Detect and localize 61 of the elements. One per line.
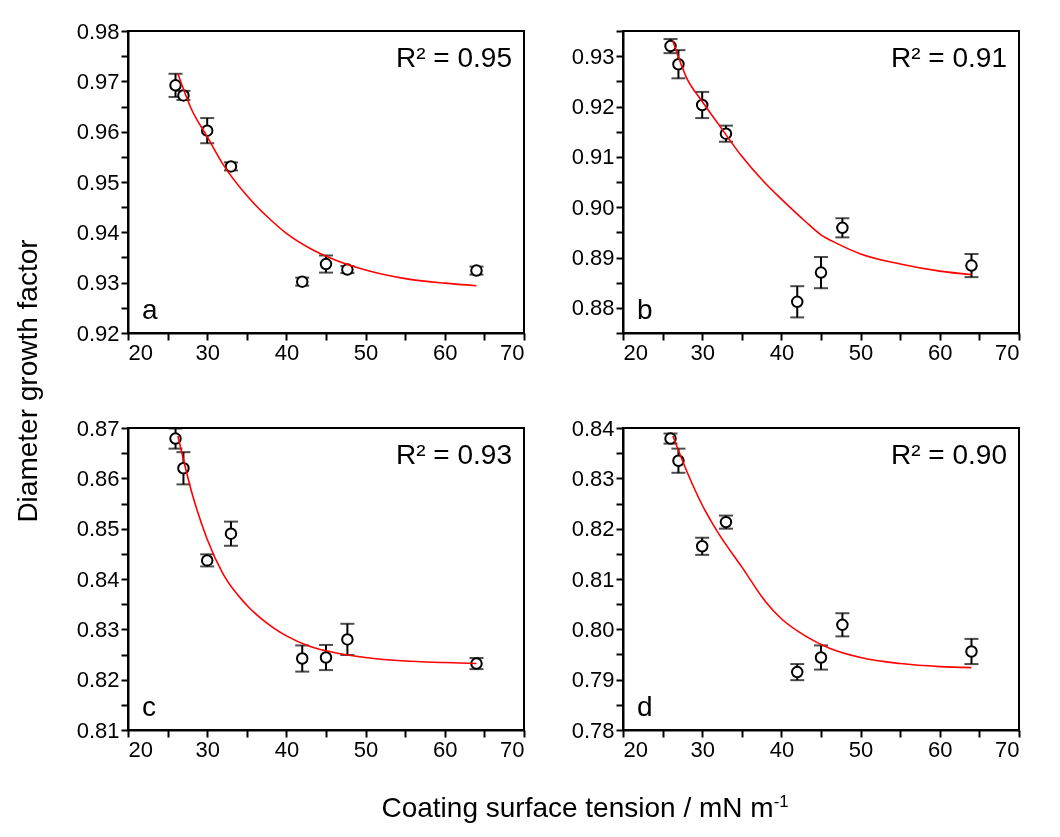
- annotation: c: [142, 691, 156, 722]
- y-tick-label: 0.86: [76, 465, 120, 491]
- x-tick-label: 20: [128, 339, 153, 365]
- y-tick-label: 0.93: [76, 270, 120, 296]
- x-tick-label: 30: [195, 736, 220, 762]
- x-tick-label: 40: [769, 736, 795, 762]
- x-tick-label: 50: [848, 339, 874, 365]
- x-tick-label: 60: [433, 736, 458, 762]
- x-tick-label: 50: [848, 736, 874, 762]
- y-tick-label: 0.87: [76, 415, 120, 441]
- y-tick-label: 0.82: [571, 516, 615, 542]
- x-tick-label: 20: [623, 339, 648, 365]
- x-tick-label: 70: [995, 736, 1020, 762]
- y-tick-label: 0.90: [571, 194, 615, 220]
- y-tick-label: 0.98: [76, 18, 120, 44]
- y-tick-label: 0.83: [76, 616, 120, 642]
- x-tick-label: 60: [928, 339, 953, 365]
- y-tick-label: 0.89: [571, 245, 615, 270]
- y-tick-label: 0.84: [76, 566, 120, 592]
- annotation: R² = 0.91: [891, 42, 1007, 73]
- y-tick-label: 0.95: [76, 169, 120, 195]
- x-tick-label: 20: [623, 736, 648, 762]
- x-tick-label: 30: [690, 339, 715, 365]
- y-tick-label: 0.97: [76, 68, 120, 94]
- x-tick-label: 40: [769, 339, 795, 365]
- y-tick-label: 0.78: [571, 717, 615, 743]
- y-tick-label: 0.84: [571, 415, 615, 441]
- x-axis-title: Coating surface tension / mN m$^{-1}$: [381, 791, 789, 825]
- annotation: R² = 0.93: [396, 439, 512, 470]
- y-tick-label: 0.94: [76, 219, 120, 245]
- annotation: R² = 0.95: [396, 42, 512, 73]
- y-tick-label: 0.81: [76, 717, 120, 743]
- y-tick-label: 0.92: [571, 94, 615, 119]
- x-tick-label: 70: [500, 339, 525, 365]
- y-tick-label: 0.83: [571, 465, 615, 491]
- annotation: a: [142, 294, 158, 325]
- y-tick-label: 0.81: [571, 566, 615, 592]
- y-tick-label: 0.96: [76, 119, 120, 145]
- x-tick-label: 30: [690, 736, 715, 762]
- x-tick-label: 50: [353, 339, 379, 365]
- annotation: d: [637, 691, 653, 722]
- x-tick-label: 60: [433, 339, 458, 365]
- x-tick-label: 40: [274, 736, 300, 762]
- y-tick-label: 0.93: [571, 43, 615, 69]
- x-tick-label: 70: [995, 339, 1020, 365]
- annotation: R² = 0.90: [891, 439, 1007, 470]
- y-axis-title: Diameter growth factor: [12, 239, 44, 523]
- x-tick-label: 40: [274, 339, 300, 365]
- x-tick-label: 70: [500, 736, 525, 762]
- y-tick-label: 0.91: [571, 144, 615, 170]
- y-tick-label: 0.80: [571, 616, 615, 642]
- x-tick-label: 30: [195, 339, 220, 365]
- x-tick-label: 50: [353, 736, 379, 762]
- y-tick-label: 0.82: [76, 667, 120, 693]
- x-tick-label: 60: [928, 736, 953, 762]
- y-tick-label: 0.88: [571, 295, 615, 321]
- annotation: b: [637, 294, 653, 325]
- x-tick-label: 20: [128, 736, 153, 762]
- y-tick-label: 0.79: [571, 667, 615, 693]
- y-tick-label: 0.85: [76, 516, 120, 542]
- y-tick-label: 0.92: [76, 320, 120, 346]
